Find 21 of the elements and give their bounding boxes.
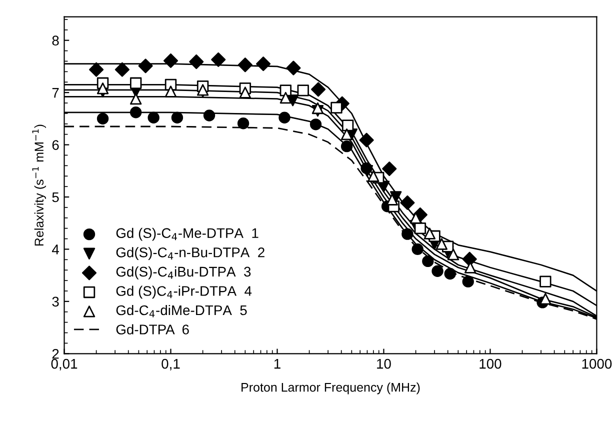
- x-tick-label: 1: [274, 359, 280, 369]
- x-tick-label: 1000: [582, 358, 612, 369]
- y-axis-title: Relaxivity (s$^{−1}$ mM$^{−1}$): [32, 124, 46, 246]
- legend-label: Gd-C$_{4}$-diMe-DTPA 5: [116, 304, 247, 318]
- legend-label: Gd (S)-C$_{4}$-Me-DTPA 1: [116, 228, 258, 241]
- x-tick-label: 10: [377, 358, 391, 369]
- y-tick-label: 5: [52, 192, 59, 202]
- y-tick-label: 7: [52, 88, 59, 98]
- y-tick-label: 8: [52, 36, 59, 46]
- legend-label: Gd-DTPA 6: [116, 324, 189, 334]
- y-tick-label: 3: [52, 296, 59, 307]
- legend-label: Gd(S)-C$_{4}$-n-Bu-DTPA 2: [116, 247, 264, 260]
- legend-label: Gd(S)-C$_{4}$iBu-DTPA 3: [116, 266, 251, 280]
- x-tick-label: 100: [480, 358, 502, 369]
- legend-label: Gd (S)C$_{4}$-iPr-DTPA 4: [116, 286, 252, 299]
- x-axis-title: Proton Larmor Frequency (MHz): [242, 382, 420, 394]
- y-tick-label: 2: [52, 348, 59, 359]
- y-tick-label: 4: [52, 244, 59, 254]
- y-tick-label: 6: [52, 140, 59, 150]
- x-tick-label: 0,01: [51, 358, 78, 370]
- x-tick-label: 0,1: [162, 358, 180, 370]
